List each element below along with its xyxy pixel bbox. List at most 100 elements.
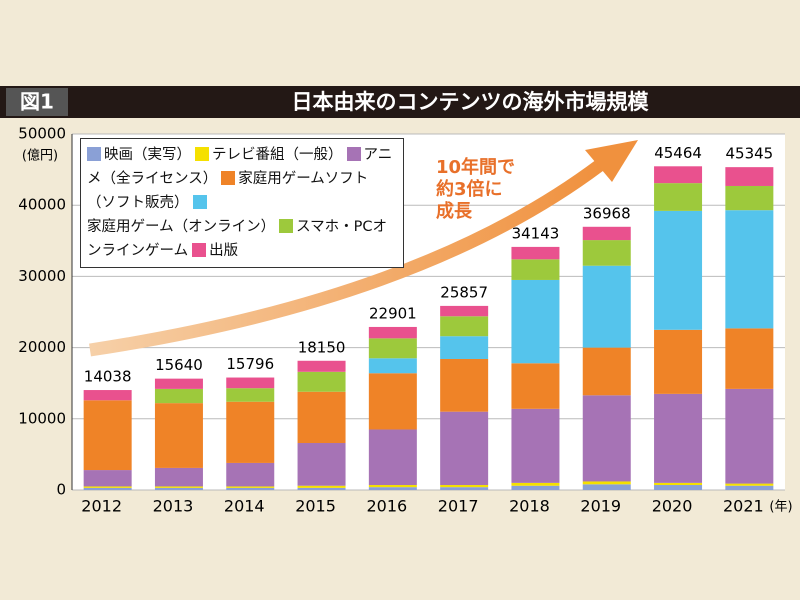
x-unit: (年) [769, 500, 792, 515]
total-label: 34143 [512, 224, 560, 242]
bar-segment [83, 487, 132, 490]
bar-segment [368, 338, 417, 359]
y-tick-label: 0 [56, 481, 66, 499]
legend-item: 出版 [192, 243, 238, 259]
legend-label: アニメ（全ライセンス） [87, 147, 393, 187]
annotation: 10年間で [436, 156, 515, 178]
bar-segment [154, 486, 203, 488]
bar-segment [368, 485, 417, 488]
legend-swatch [346, 147, 361, 161]
bar-segment [511, 259, 560, 280]
bar-segment [582, 395, 631, 482]
x-tick-label: 2018 [509, 497, 550, 516]
bar-segment [654, 329, 703, 394]
bar-segment [154, 467, 203, 487]
bar-segment [154, 403, 203, 468]
bar-segment [83, 486, 132, 488]
bar-segment [368, 429, 417, 486]
x-tick-label: 2015 [295, 497, 336, 516]
bar-segment [725, 483, 774, 486]
bar-segment [154, 378, 203, 389]
legend-item: テレビ番組（一般） [195, 147, 343, 163]
bar-segment [725, 167, 774, 186]
bar-segment [654, 210, 703, 330]
bar-segment [725, 485, 774, 490]
bar-segment [226, 486, 275, 488]
y-tick-label: 20000 [18, 338, 66, 356]
bar-segment [725, 328, 774, 389]
bar-segment [297, 443, 346, 486]
x-tick-label: 2016 [366, 497, 407, 516]
bar-segment [83, 390, 132, 401]
annotation: 成長 [436, 200, 473, 222]
legend-item: 家庭用ゲーム（オンライン） [87, 195, 275, 235]
total-label: 15640 [155, 356, 203, 374]
annotation: 約3倍に [436, 178, 503, 200]
bar-segment [440, 305, 489, 317]
total-label: 18150 [298, 338, 346, 356]
bar-segment [440, 485, 489, 488]
bar-segment [226, 388, 275, 402]
legend-swatch [87, 147, 101, 161]
x-tick-label: 2021 [723, 497, 764, 516]
bar-segment [226, 401, 275, 463]
bar-segment [297, 485, 346, 488]
chart-title: 日本由来のコンテンツの海外市場規模 [292, 90, 650, 114]
bar-segment [368, 326, 417, 339]
bar-segment [582, 347, 631, 396]
bar-segment [582, 240, 631, 266]
bar-segment [440, 358, 489, 412]
bar-segment [725, 185, 774, 211]
bar-segment [440, 487, 489, 490]
bar-segment [368, 358, 417, 374]
x-tick-label: 2020 [652, 497, 693, 516]
header-bar [0, 86, 800, 118]
bar-segment [511, 485, 560, 490]
legend-item: 家庭用ゲームソフト（ソフト販売） [87, 171, 368, 211]
bar-segment [297, 391, 346, 444]
total-label: 36968 [583, 204, 631, 222]
bar-segment [725, 210, 774, 329]
bar-segment [154, 388, 203, 404]
bar-segment [654, 183, 703, 211]
legend-label: 家庭用ゲームソフト（ソフト販売） [87, 171, 369, 211]
bar-segment [511, 408, 560, 483]
bar-segment [297, 371, 346, 392]
bar-segment [654, 485, 703, 490]
legend-label: 映画（実写） [104, 147, 191, 163]
legend-swatch [192, 195, 207, 209]
bar-segment [511, 363, 560, 409]
bar-segment [582, 226, 631, 241]
total-label: 22901 [369, 304, 417, 322]
y-unit: (億円) [22, 148, 58, 164]
y-tick-label: 50000 [18, 125, 66, 143]
bar-segment [725, 388, 774, 484]
bar-segment [654, 166, 703, 184]
bar-segment [297, 487, 346, 490]
legend-swatch [279, 219, 294, 233]
bar-segment [440, 411, 489, 486]
bar-segment [582, 265, 631, 348]
legend-item: スマホ・PCオンラインゲーム [87, 219, 387, 259]
figure-label-box [6, 88, 68, 116]
bar-segment [511, 246, 560, 260]
y-tick-label: 10000 [18, 409, 66, 427]
legend-swatch [221, 171, 236, 185]
legend-label: スマホ・PCオンラインゲーム [87, 219, 388, 259]
legend-item: 映画（実写） [87, 147, 191, 163]
bar-segment [83, 470, 132, 487]
y-tick-label: 40000 [18, 196, 66, 214]
x-tick-label: 2012 [81, 497, 122, 516]
bar-segment [368, 487, 417, 490]
legend-swatch [195, 147, 209, 161]
growth-arrow-head [585, 140, 638, 182]
total-label: 45464 [654, 144, 702, 162]
total-label: 25857 [440, 283, 488, 301]
bar-segment [226, 487, 275, 490]
bar-segment [368, 373, 417, 430]
bar-segment [654, 393, 703, 483]
y-tick-label: 30000 [18, 267, 66, 285]
total-label: 15796 [226, 355, 274, 373]
bar-segment [83, 400, 132, 471]
